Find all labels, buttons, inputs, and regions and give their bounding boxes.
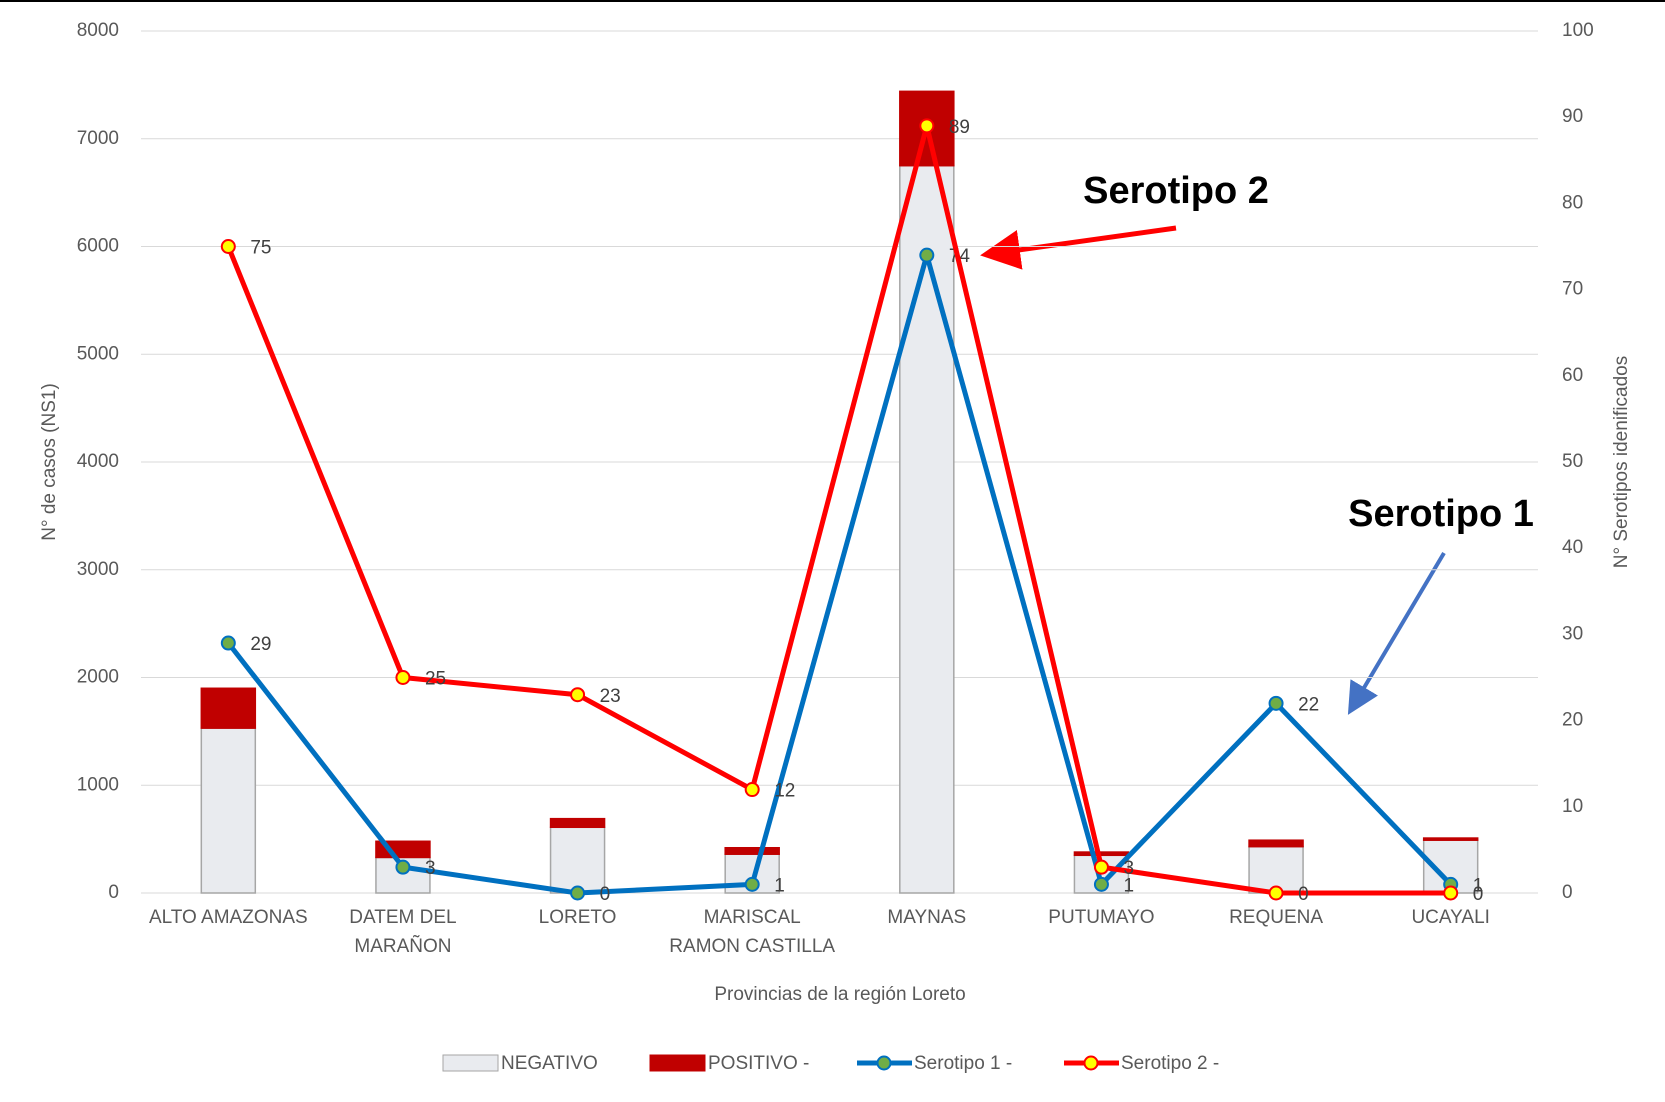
data-label: 3 (1123, 858, 1134, 879)
x-tick-label: LORETO (538, 907, 617, 928)
y2-tick-label: 100 (1562, 20, 1594, 41)
bar-segment (1073, 851, 1130, 857)
data-label: 0 (600, 884, 611, 905)
y2-tick-label: 0 (1562, 882, 1573, 903)
y2-tick-label: 50 (1562, 451, 1583, 472)
data-label: 1 (774, 875, 785, 896)
marker (220, 239, 236, 254)
data-label: 0 (1298, 884, 1309, 905)
annotation: Serotipo 2 (1083, 170, 1269, 212)
x-tick-label: DATEM DEL MARAÑON (349, 907, 457, 957)
data-label: 12 (774, 781, 795, 802)
x-axis-title: Provincias de la región Loreto (714, 984, 965, 1005)
bar-segment (549, 817, 606, 829)
x-tick-label: MARISCAL RAMON CASTILLA (669, 907, 836, 957)
legend-label: POSITIVO - (708, 1053, 809, 1074)
marker (919, 118, 935, 134)
bar-segment (549, 826, 606, 894)
legend-swatch (649, 1054, 706, 1072)
marker (1268, 885, 1284, 901)
arrow (1347, 551, 1446, 715)
x-tick-label: ALTO AMAZONAS (148, 907, 308, 928)
y-tick-label: 5000 (77, 343, 119, 364)
marker (1093, 876, 1109, 892)
y-tick-label: 8000 (77, 20, 119, 41)
y-tick-label: 2000 (77, 667, 119, 688)
marker (220, 635, 236, 651)
y-axis-title: N° de casos (NS1) (39, 383, 60, 541)
legend-label: Serotipo 1 - (914, 1053, 1012, 1074)
marker (919, 247, 935, 263)
data-label: 1 (1123, 875, 1134, 896)
y-tick-label: 0 (108, 882, 119, 903)
data-label: 75 (250, 238, 271, 259)
y-tick-label: 1000 (77, 774, 119, 795)
bar-segment (200, 727, 257, 894)
x-tick-label: REQUENA (1229, 907, 1324, 928)
legend-label: NEGATIVO (501, 1053, 598, 1074)
legend-swatch (442, 1054, 499, 1072)
y2-tick-label: 40 (1562, 537, 1583, 558)
marker (395, 859, 411, 875)
y2-tick-label: 30 (1562, 623, 1583, 644)
bar-segment (1422, 837, 1479, 841)
data-label: 1 (1473, 875, 1484, 896)
marker (570, 885, 586, 901)
data-label: 22 (1298, 694, 1319, 715)
bar-segment (724, 846, 780, 855)
legend-label: Serotipo 2 - (1121, 1053, 1219, 1074)
data-label: 23 (600, 686, 621, 707)
y2-tick-label: 90 (1562, 106, 1583, 127)
legend-swatch (1083, 1055, 1099, 1071)
x-tick-label: PUTUMAYO (1048, 907, 1155, 928)
legend-swatch (876, 1055, 892, 1071)
data-label: 25 (425, 669, 446, 690)
marker (1268, 695, 1284, 711)
series-line (226, 252, 1453, 896)
arrow (980, 225, 1177, 270)
data-label: 89 (949, 117, 970, 138)
marker (1093, 859, 1109, 875)
bar-segment (200, 687, 257, 729)
x-tick-label: UCAYALI (1411, 907, 1490, 928)
y-tick-label: 7000 (77, 128, 119, 149)
x-tick-label: MAYNAS (887, 907, 967, 928)
y-tick-label: 6000 (77, 236, 119, 257)
data-label: 3 (425, 858, 436, 879)
bar-segment (899, 164, 955, 894)
data-label: 0 (1473, 884, 1484, 905)
annotation: Serotipo 1 (1348, 493, 1534, 535)
y2-axis-title: N° Serotipos idenificados (1611, 356, 1632, 569)
series-line (225, 123, 1451, 896)
y-tick-label: 3000 (77, 559, 119, 580)
marker (744, 876, 760, 892)
data-label: 29 (250, 634, 271, 655)
y2-tick-label: 60 (1562, 365, 1583, 386)
y2-tick-label: 80 (1562, 192, 1583, 213)
y-tick-label: 4000 (77, 451, 119, 472)
marker (395, 670, 411, 685)
y2-tick-label: 70 (1562, 279, 1583, 300)
y2-tick-label: 20 (1562, 710, 1583, 731)
marker (570, 687, 586, 703)
marker (1443, 885, 1459, 901)
y2-tick-label: 10 (1562, 796, 1583, 817)
marker (744, 782, 760, 798)
bar-segment (1248, 839, 1304, 848)
